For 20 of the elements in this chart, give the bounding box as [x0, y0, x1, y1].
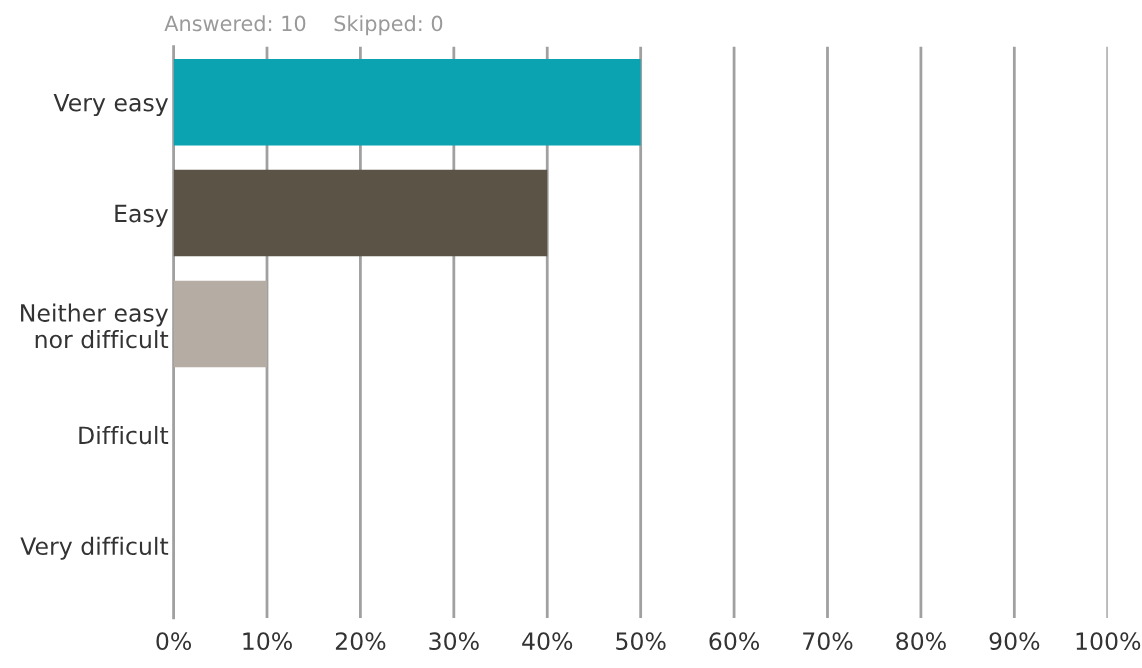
y-tick-label: Neither easy nor difficult — [21, 303, 169, 349]
y-tick-label: Difficult — [79, 425, 169, 445]
bar — [173, 58, 641, 146]
x-tick-label: 10% — [243, 632, 292, 651]
x-tick-label: 30% — [429, 632, 479, 651]
y-tick-label: Very easy — [53, 93, 169, 117]
x-tick-label: 100% — [1076, 632, 1141, 651]
x-tick-label: 70% — [803, 632, 853, 651]
bar — [173, 169, 548, 257]
x-tick-label: 80% — [896, 632, 946, 651]
x-tick-label: 60% — [709, 632, 760, 651]
x-tick-label: 40% — [522, 632, 573, 651]
y-tick-label: Easy — [115, 204, 169, 227]
x-tick-label: 20% — [335, 632, 386, 651]
chart-subtitle: Answered: 10 Skipped: 0 — [164, 15, 443, 36]
x-tick-label: 90% — [989, 632, 1040, 651]
x-tick-label: 0% — [156, 632, 192, 651]
x-tick-label: 50% — [616, 632, 666, 651]
y-tick-label: Very difficult — [20, 536, 169, 560]
bar — [173, 280, 267, 368]
